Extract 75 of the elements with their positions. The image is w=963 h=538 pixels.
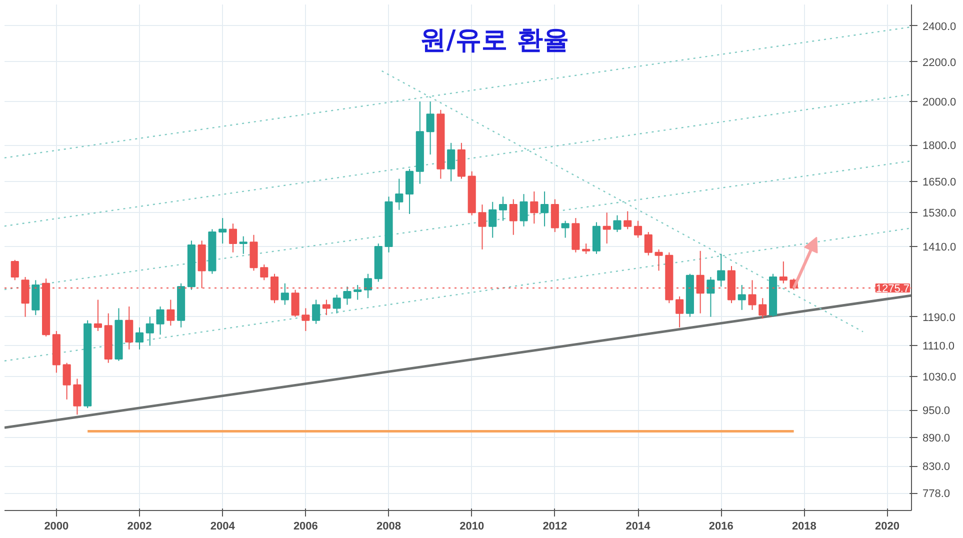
- candlestick: [364, 273, 372, 299]
- candlestick: [125, 306, 134, 350]
- y-tick-label: 778.0: [922, 488, 950, 500]
- candlestick: [488, 201, 497, 238]
- candlestick: [530, 190, 538, 224]
- candlestick: [779, 260, 788, 284]
- candlestick: [343, 286, 352, 306]
- text: 원/유로 환율: [420, 26, 569, 56]
- ref-line-label: 1275.7: [876, 282, 910, 295]
- candlestick: [146, 316, 154, 346]
- x-tick-label: 2016: [708, 520, 734, 532]
- candlestick: [406, 168, 414, 214]
- x-tick-label: 2000: [44, 520, 69, 532]
- candlestick: [654, 248, 663, 272]
- candlestick: [717, 253, 726, 288]
- candlestick: [540, 190, 549, 227]
- candlestick: [758, 298, 767, 320]
- y-tick-label: 950.0: [922, 405, 950, 418]
- candlestick: [322, 299, 330, 316]
- x-tick-label: 2002: [127, 520, 152, 532]
- y-tick-label: 1190.0: [922, 312, 956, 324]
- y-tick-label: 1410.0: [922, 241, 956, 254]
- y-tick-label: 890.0: [922, 432, 950, 444]
- y-tick-label: 2200.0: [922, 56, 956, 69]
- y-tick-label: 830.0: [922, 461, 950, 474]
- candlestick: [166, 299, 175, 326]
- x-tick-label: 2014: [626, 520, 652, 532]
- candlestick: [156, 306, 164, 336]
- candlestick: [561, 220, 570, 238]
- candlestick: [395, 178, 404, 210]
- candlestick: [426, 101, 434, 156]
- candlestick: [218, 218, 227, 244]
- candlestick: [10, 259, 19, 281]
- candlestick: [291, 289, 300, 318]
- candlestick: [738, 284, 746, 310]
- candlestick: [239, 236, 248, 254]
- candlestick: [260, 264, 268, 281]
- candlestick: [644, 232, 652, 256]
- y-tick-label: 2000.0: [922, 96, 956, 108]
- y-tick-label: 2400.0: [922, 20, 956, 33]
- candlestick: [280, 282, 289, 306]
- candlestick: [624, 210, 632, 230]
- candlestick: [478, 204, 486, 250]
- candlestick: [582, 243, 590, 254]
- candlestick: [602, 212, 611, 244]
- candlestick: [634, 220, 642, 238]
- candlestick: [94, 299, 102, 332]
- candlestick: [550, 198, 559, 233]
- y-tick-label: 1110.0: [922, 340, 955, 353]
- candlestick: [312, 299, 320, 324]
- candlestick: [706, 276, 715, 318]
- candlestick: [447, 142, 456, 182]
- y-tick-label: 1650.0: [922, 176, 956, 188]
- x-tick-label: 2010: [460, 520, 484, 532]
- x-tick-label: 2008: [376, 520, 402, 532]
- x-tick-label: 2020: [875, 520, 900, 532]
- x-tick-label: 2004: [210, 520, 236, 532]
- candlestick: [73, 378, 82, 416]
- y-tick-label: 1030.0: [922, 372, 956, 384]
- y-tick-label: 1800.0: [922, 140, 956, 152]
- candlestick: [228, 223, 238, 253]
- candlestick: [354, 284, 362, 300]
- candlestick: [676, 296, 684, 328]
- candlestick: [135, 326, 144, 350]
- candlestick: [62, 362, 71, 400]
- x-tick-label: 2012: [542, 520, 568, 532]
- x-tick-label: 2018: [792, 520, 816, 532]
- candlestick: [509, 198, 518, 236]
- x-tick-label: 2006: [293, 520, 318, 532]
- candlestick: [332, 294, 341, 314]
- candlestick: [613, 214, 622, 233]
- candlestick: [302, 308, 310, 332]
- candlestick: [520, 194, 528, 227]
- candlestick: [498, 196, 508, 222]
- y-tick-label: 1530.0: [922, 208, 956, 220]
